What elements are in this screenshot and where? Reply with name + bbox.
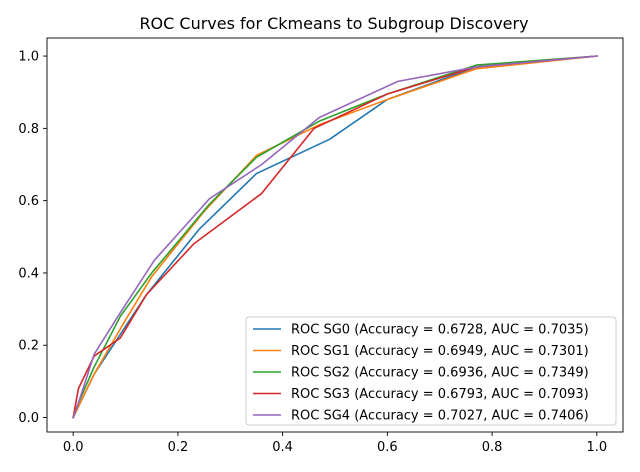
x-tick-label: 0.4 [272,440,293,455]
legend-label-sg2: ROC SG2 (Accuracy = 0.6936, AUC = 0.7349… [291,366,589,381]
x-tick-label: 0.0 [63,440,84,455]
y-tick-label: 0.4 [18,266,39,281]
legend-label-sg3: ROC SG3 (Accuracy = 0.6793, AUC = 0.7093… [291,387,589,402]
legend-label-sg0: ROC SG0 (Accuracy = 0.6728, AUC = 0.7035… [291,323,589,338]
y-tick-label: 0.0 [18,411,39,426]
x-tick-label: 1.0 [586,440,607,455]
axes-frame [46,37,624,433]
legend-label-sg1: ROC SG1 (Accuracy = 0.6949, AUC = 0.7301… [291,344,589,359]
legend-label-sg4: ROC SG4 (Accuracy = 0.7027, AUC = 0.7406… [291,409,589,424]
x-tick-label: 0.6 [377,440,398,455]
y-tick-label: 0.6 [18,194,39,209]
plot-area: 0.0 0.2 0.4 0.6 0.8 1.0 0.0 0.2 0.4 0.6 0.8 1.0 ROC … [18,37,624,455]
y-tick-label: 0.8 [18,122,39,137]
legend-box [245,316,617,426]
series-line-sg4 [72,55,598,419]
y-tick-label: 0.2 [18,339,39,354]
x-tick-label: 0.8 [482,440,503,455]
chart-title: ROC Curves for Ckmeans to Subgroup Disco… [139,14,528,33]
y-tick-label: 1.0 [18,50,39,65]
x-tick-label: 0.2 [168,440,189,455]
series-line-sg3 [72,55,598,419]
